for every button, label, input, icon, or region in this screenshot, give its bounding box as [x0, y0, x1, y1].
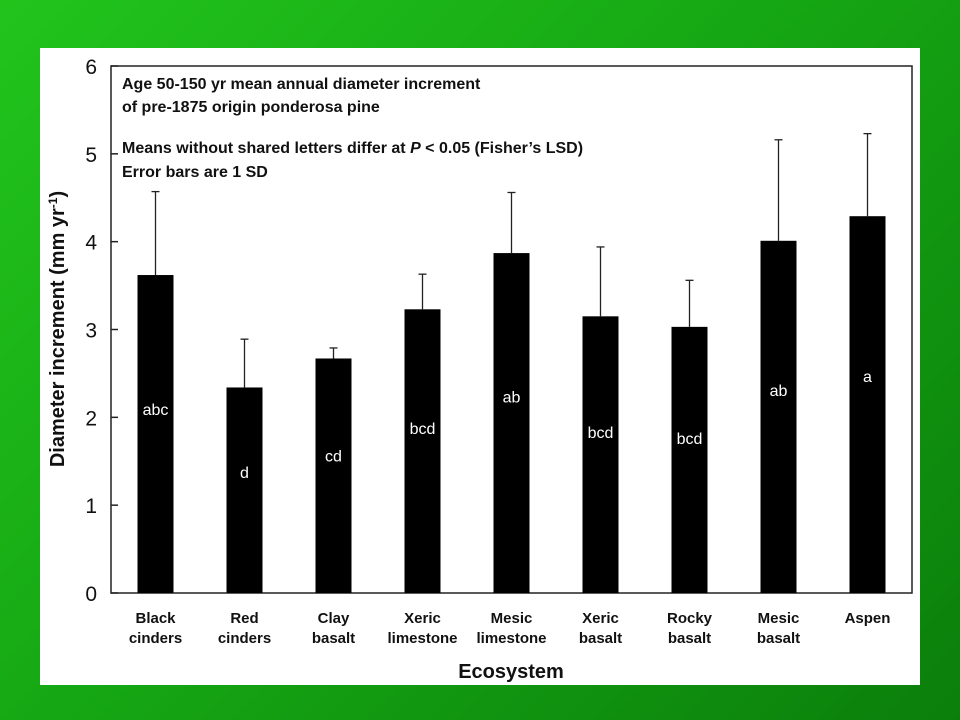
bar — [493, 253, 530, 593]
category-label: Rocky — [667, 610, 713, 627]
category-label: Xeric — [404, 610, 441, 627]
category-labels: Black cinders Red cinders Clay basalt Xeric lim… — [129, 610, 891, 647]
y-tick-label: 0 — [85, 583, 97, 606]
category-label: Mesic — [491, 610, 533, 627]
bar — [315, 358, 352, 593]
y-axis-title: Diameter increment (mm yr-1) — [46, 191, 69, 467]
chart-panel: 0 1 2 3 4 5 6 abc d cd bcd ab bcd bcd ab a Black cinder… — [40, 48, 920, 685]
bar-significance-letter: d — [240, 465, 249, 482]
annotation-title-line-1: Age 50-150 yr mean annual diameter incre… — [122, 76, 481, 93]
category-label: Xeric — [582, 610, 619, 627]
bar — [226, 387, 263, 593]
category-label: Red — [230, 610, 258, 627]
category-label: Mesic — [758, 610, 800, 627]
category-label: Black — [135, 610, 176, 627]
bar — [849, 216, 886, 593]
y-axis-title-main: Diameter increment (mm yr — [47, 208, 69, 467]
bar-significance-letter: cd — [325, 449, 342, 466]
y-tick-label: 1 — [85, 495, 97, 518]
y-tick-label: 6 — [85, 56, 97, 79]
y-axis-title-close: ) — [47, 191, 69, 198]
bar-chart: 0 1 2 3 4 5 6 abc d cd bcd ab bcd bcd ab a Black cinder… — [46, 56, 913, 683]
y-tick-label: 4 — [85, 232, 97, 255]
y-tick-label: 5 — [85, 144, 97, 167]
category-label: cinders — [218, 630, 271, 647]
annotation-title-line-2: of pre-1875 origin ponderosa pine — [122, 99, 380, 116]
y-tick-label: 3 — [85, 320, 97, 343]
bar — [404, 309, 441, 593]
category-label: basalt — [312, 630, 355, 647]
bar-significance-letter: bcd — [410, 421, 436, 438]
bar — [582, 316, 619, 593]
category-label: limestone — [387, 630, 457, 647]
bar — [760, 240, 797, 593]
bar — [137, 275, 174, 593]
bar — [671, 326, 708, 593]
bars-group: abc d cd bcd ab bcd bcd ab a — [137, 132, 886, 593]
bar-significance-letter: bcd — [588, 425, 614, 442]
annotation-significance-pre: Means without shared letters differ at — [122, 140, 410, 157]
x-axis-title: Ecosystem — [458, 661, 564, 683]
annotation-error-bar-note: Error bars are 1 SD — [122, 164, 268, 181]
bar-significance-letter: a — [863, 369, 872, 386]
category-label: Clay — [318, 610, 350, 627]
bar-significance-letter: bcd — [677, 431, 703, 448]
category-label: basalt — [579, 630, 622, 647]
category-label: basalt — [668, 630, 711, 647]
bar-significance-letter: abc — [143, 402, 169, 419]
category-label: Aspen — [845, 610, 891, 627]
annotation-significance-post: < 0.05 (Fisher’s LSD) — [421, 140, 583, 157]
annotation-significance-note: Means without shared letters differ at P… — [122, 140, 583, 157]
y-axis-ticks: 0 1 2 3 4 5 6 — [85, 56, 118, 606]
y-tick-label: 2 — [85, 407, 97, 430]
category-label: basalt — [757, 630, 800, 647]
category-label: cinders — [129, 630, 182, 647]
bar-significance-letter: ab — [503, 390, 521, 407]
annotation-significance-p: P — [410, 140, 421, 157]
bar-significance-letter: ab — [770, 383, 788, 400]
category-label: limestone — [476, 630, 546, 647]
y-axis-title-superscript: -1 — [46, 197, 60, 208]
